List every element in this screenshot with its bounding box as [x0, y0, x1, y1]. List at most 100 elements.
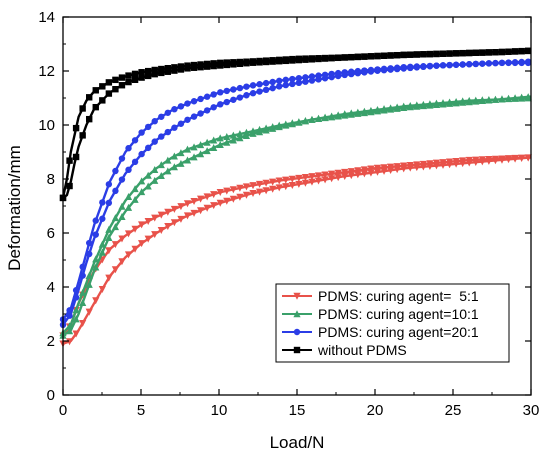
- series-3-unloading-marker: [308, 55, 316, 62]
- series-2-loading-marker: [158, 133, 165, 140]
- series-2-loading-marker: [131, 158, 139, 166]
- series-3-unloading-marker: [112, 76, 119, 84]
- series-2-unloading-marker: [262, 79, 270, 87]
- series-2-loading-marker: [249, 90, 257, 97]
- series-2-loading-marker: [118, 176, 126, 183]
- series-0-unloading-marker: [478, 156, 486, 164]
- series-2-unloading-marker: [144, 123, 152, 131]
- series-3-unloading-marker: [374, 52, 381, 60]
- legend-item: PDMS: curing agent=20:1: [282, 324, 479, 340]
- series-3-unloading-marker: [485, 49, 493, 56]
- series-1-loading-marker: [85, 280, 93, 288]
- series-2-unloading-marker: [485, 60, 493, 67]
- series-2-unloading-marker: [230, 86, 237, 93]
- series-2-unloading-marker: [236, 84, 244, 92]
- series-3-loading-marker: [66, 182, 73, 190]
- series-2-unloading-marker: [269, 78, 276, 86]
- series-0-unloading-marker: [511, 154, 519, 162]
- series-0-unloading-marker: [413, 161, 421, 169]
- series-2-loading-marker: [217, 101, 224, 108]
- series-0-loading-marker: [111, 266, 120, 274]
- series-3-unloading-marker: [118, 74, 126, 81]
- series-2-loading-marker: [289, 80, 296, 88]
- series-3-unloading-marker: [321, 54, 329, 62]
- series-2-unloading-marker: [413, 63, 421, 70]
- series-2-unloading-marker: [289, 75, 296, 83]
- y-tick-label: 4: [47, 279, 55, 296]
- series-0-loading-marker: [301, 179, 310, 187]
- series-2-unloading-marker: [341, 69, 348, 76]
- series-1-unloading-marker: [452, 99, 460, 107]
- series-3-unloading-marker: [164, 64, 172, 72]
- series-3-loading-marker: [151, 70, 158, 78]
- series-0-unloading-marker: [504, 155, 513, 163]
- series-3-unloading-marker: [105, 79, 113, 86]
- series-2: [59, 58, 532, 328]
- series-1-unloading-marker: [347, 110, 355, 118]
- series-0-unloading-marker: [380, 164, 388, 172]
- legend-item: PDMS: curing agent=10:1: [282, 306, 479, 322]
- series-2-loading-marker: [223, 98, 230, 106]
- series-0-loading-marker: [216, 199, 224, 207]
- series-0-loading-marker: [236, 193, 244, 201]
- series-1-unloading-marker: [465, 98, 473, 106]
- series-2-unloading-marker: [433, 62, 440, 69]
- series-1-unloading-marker: [301, 117, 310, 125]
- series-0-unloading-marker: [459, 157, 467, 165]
- series-2-unloading-marker: [367, 66, 375, 74]
- series-2-unloading-marker: [511, 59, 519, 67]
- series-3-unloading-marker: [426, 50, 434, 58]
- series-0-unloading-marker: [452, 157, 460, 165]
- series-0-loading-marker: [249, 190, 257, 198]
- series-1: [59, 93, 532, 339]
- series-2-unloading-marker: [171, 106, 178, 113]
- y-tick-label: 10: [38, 117, 55, 134]
- series-1-loading-marker: [216, 141, 224, 149]
- series-1-unloading-marker: [196, 141, 205, 149]
- series-0-unloading-marker: [196, 195, 205, 203]
- series-2-unloading-marker: [243, 83, 250, 90]
- series-3-unloading-marker: [79, 105, 86, 112]
- series-0-loading-marker: [223, 197, 231, 205]
- series-0-unloading-marker: [138, 221, 146, 229]
- series-1-unloading-marker: [321, 114, 329, 122]
- series-3-loading-marker: [164, 68, 172, 75]
- x-tick-label: 15: [289, 402, 306, 419]
- series-0-loading-marker: [275, 184, 283, 192]
- series-1-loading-marker: [92, 263, 100, 271]
- series-3-unloading-marker: [184, 62, 191, 69]
- series-1-unloading-marker: [314, 115, 323, 123]
- series-3-loading-marker: [125, 78, 132, 86]
- series-1-unloading-marker: [387, 105, 395, 113]
- x-tick-label: 20: [367, 402, 384, 419]
- series-1-loading-marker: [79, 298, 87, 306]
- series-1-unloading-marker: [432, 101, 441, 109]
- x-tick-label: 25: [445, 402, 462, 419]
- series-1-unloading-marker: [111, 214, 120, 222]
- series-3-unloading-marker: [144, 67, 152, 75]
- series-1-loading-marker: [164, 167, 172, 175]
- series-3: [59, 47, 532, 202]
- series-1-unloading-marker: [491, 95, 500, 103]
- series-1-unloading-marker: [413, 102, 421, 110]
- series-2-unloading-marker: [197, 95, 204, 103]
- series-2-loading-marker: [197, 110, 204, 117]
- series-1-unloading-marker: [288, 119, 296, 127]
- series-1-loading-marker: [72, 315, 80, 323]
- series-3-unloading-marker: [459, 49, 466, 57]
- legend-item: without PDMS: [282, 342, 407, 358]
- series-0-loading-marker: [328, 175, 336, 183]
- y-tick-label: 12: [38, 63, 55, 80]
- series-1-loading-marker: [196, 150, 205, 158]
- series-0-loading-marker: [144, 235, 152, 243]
- series-1-loading-marker: [236, 134, 244, 142]
- series-3-unloading-marker: [177, 63, 185, 70]
- series-1-unloading-marker: [308, 115, 316, 123]
- series-2-unloading-marker: [420, 63, 427, 70]
- series-1-unloading-marker: [144, 171, 152, 179]
- series-0-unloading-marker: [262, 179, 270, 187]
- x-axis-title: Load/N: [270, 433, 325, 452]
- series-0-unloading-marker: [170, 205, 178, 213]
- series-0-loading-marker: [308, 178, 316, 186]
- series-0-loading-marker: [164, 222, 172, 230]
